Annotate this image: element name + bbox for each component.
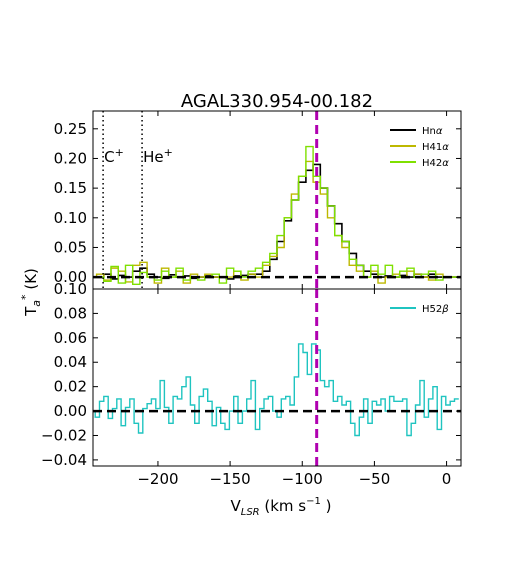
chart-title: AGAL330.954-00.182 (181, 91, 373, 112)
y-tick-label: 0.10 (54, 280, 87, 298)
plot-area (93, 289, 461, 466)
x-axis-label-sup: −1 (306, 496, 321, 507)
axes-frame (92, 288, 462, 467)
series-line-h41 (93, 160, 461, 284)
x-tick-label: −200 (137, 470, 178, 488)
y-axis-label-main: T (22, 306, 40, 317)
plot-area (93, 111, 461, 289)
series-line-h42 (93, 145, 461, 285)
legend-label: H42α (422, 158, 449, 169)
x-tick-label: −150 (209, 470, 250, 488)
y-tick-label: 0.04 (54, 353, 87, 371)
x-axis-label-tail: (km s (260, 497, 307, 515)
y-tick-label: −0.04 (41, 451, 87, 469)
x-tick-label: −100 (282, 470, 323, 488)
legend-label: Hnα (422, 126, 443, 137)
x-axis-label: VLSR (km s−1 ) (230, 496, 331, 518)
y-tick-label: 0.25 (54, 120, 87, 138)
y-tick-label: −0.02 (41, 426, 87, 444)
y-axis-label: Ta* (K) (19, 268, 43, 317)
top-panel: C+ He+ 0.00 0.05 0.10 0.15 0.20 0.25 Hnα H41α H42α (54, 110, 462, 290)
y-tick-label: 0.08 (54, 304, 87, 322)
y-axis-label-sup: * (19, 294, 32, 300)
axes-frame (92, 110, 462, 290)
x-tick-label: 0 (442, 470, 452, 488)
y-tick-label: 0.06 (54, 329, 87, 347)
x-axis-label-main: V (230, 497, 241, 515)
y-tick-label: 0.00 (54, 268, 87, 286)
legend-label: H41α (422, 142, 449, 153)
x-tick-label: −50 (359, 470, 391, 488)
bottom-panel: −0.04 −0.02 0.00 0.02 0.04 0.06 0.08 0.10 −200 −1… (41, 280, 462, 488)
x-axis-label-end: ) (321, 497, 332, 515)
y-axis-label-sub: a (30, 300, 43, 307)
y-axis-label-tail: (K) (22, 268, 40, 294)
y-tick-label: 0.10 (54, 209, 87, 227)
y-tick-label: 0.05 (54, 238, 87, 256)
y-tick-label: 0.02 (54, 378, 87, 396)
marker-label-c: C+ (104, 146, 124, 166)
y-tick-label: 0.00 (54, 402, 87, 420)
x-axis-label-sub: LSR (241, 507, 260, 518)
legend-label: H52β (422, 304, 449, 315)
marker-label-he: He+ (143, 146, 173, 166)
y-tick-label: 0.20 (54, 149, 87, 167)
series-line-h52 (93, 343, 459, 437)
y-tick-label: 0.15 (54, 179, 87, 197)
